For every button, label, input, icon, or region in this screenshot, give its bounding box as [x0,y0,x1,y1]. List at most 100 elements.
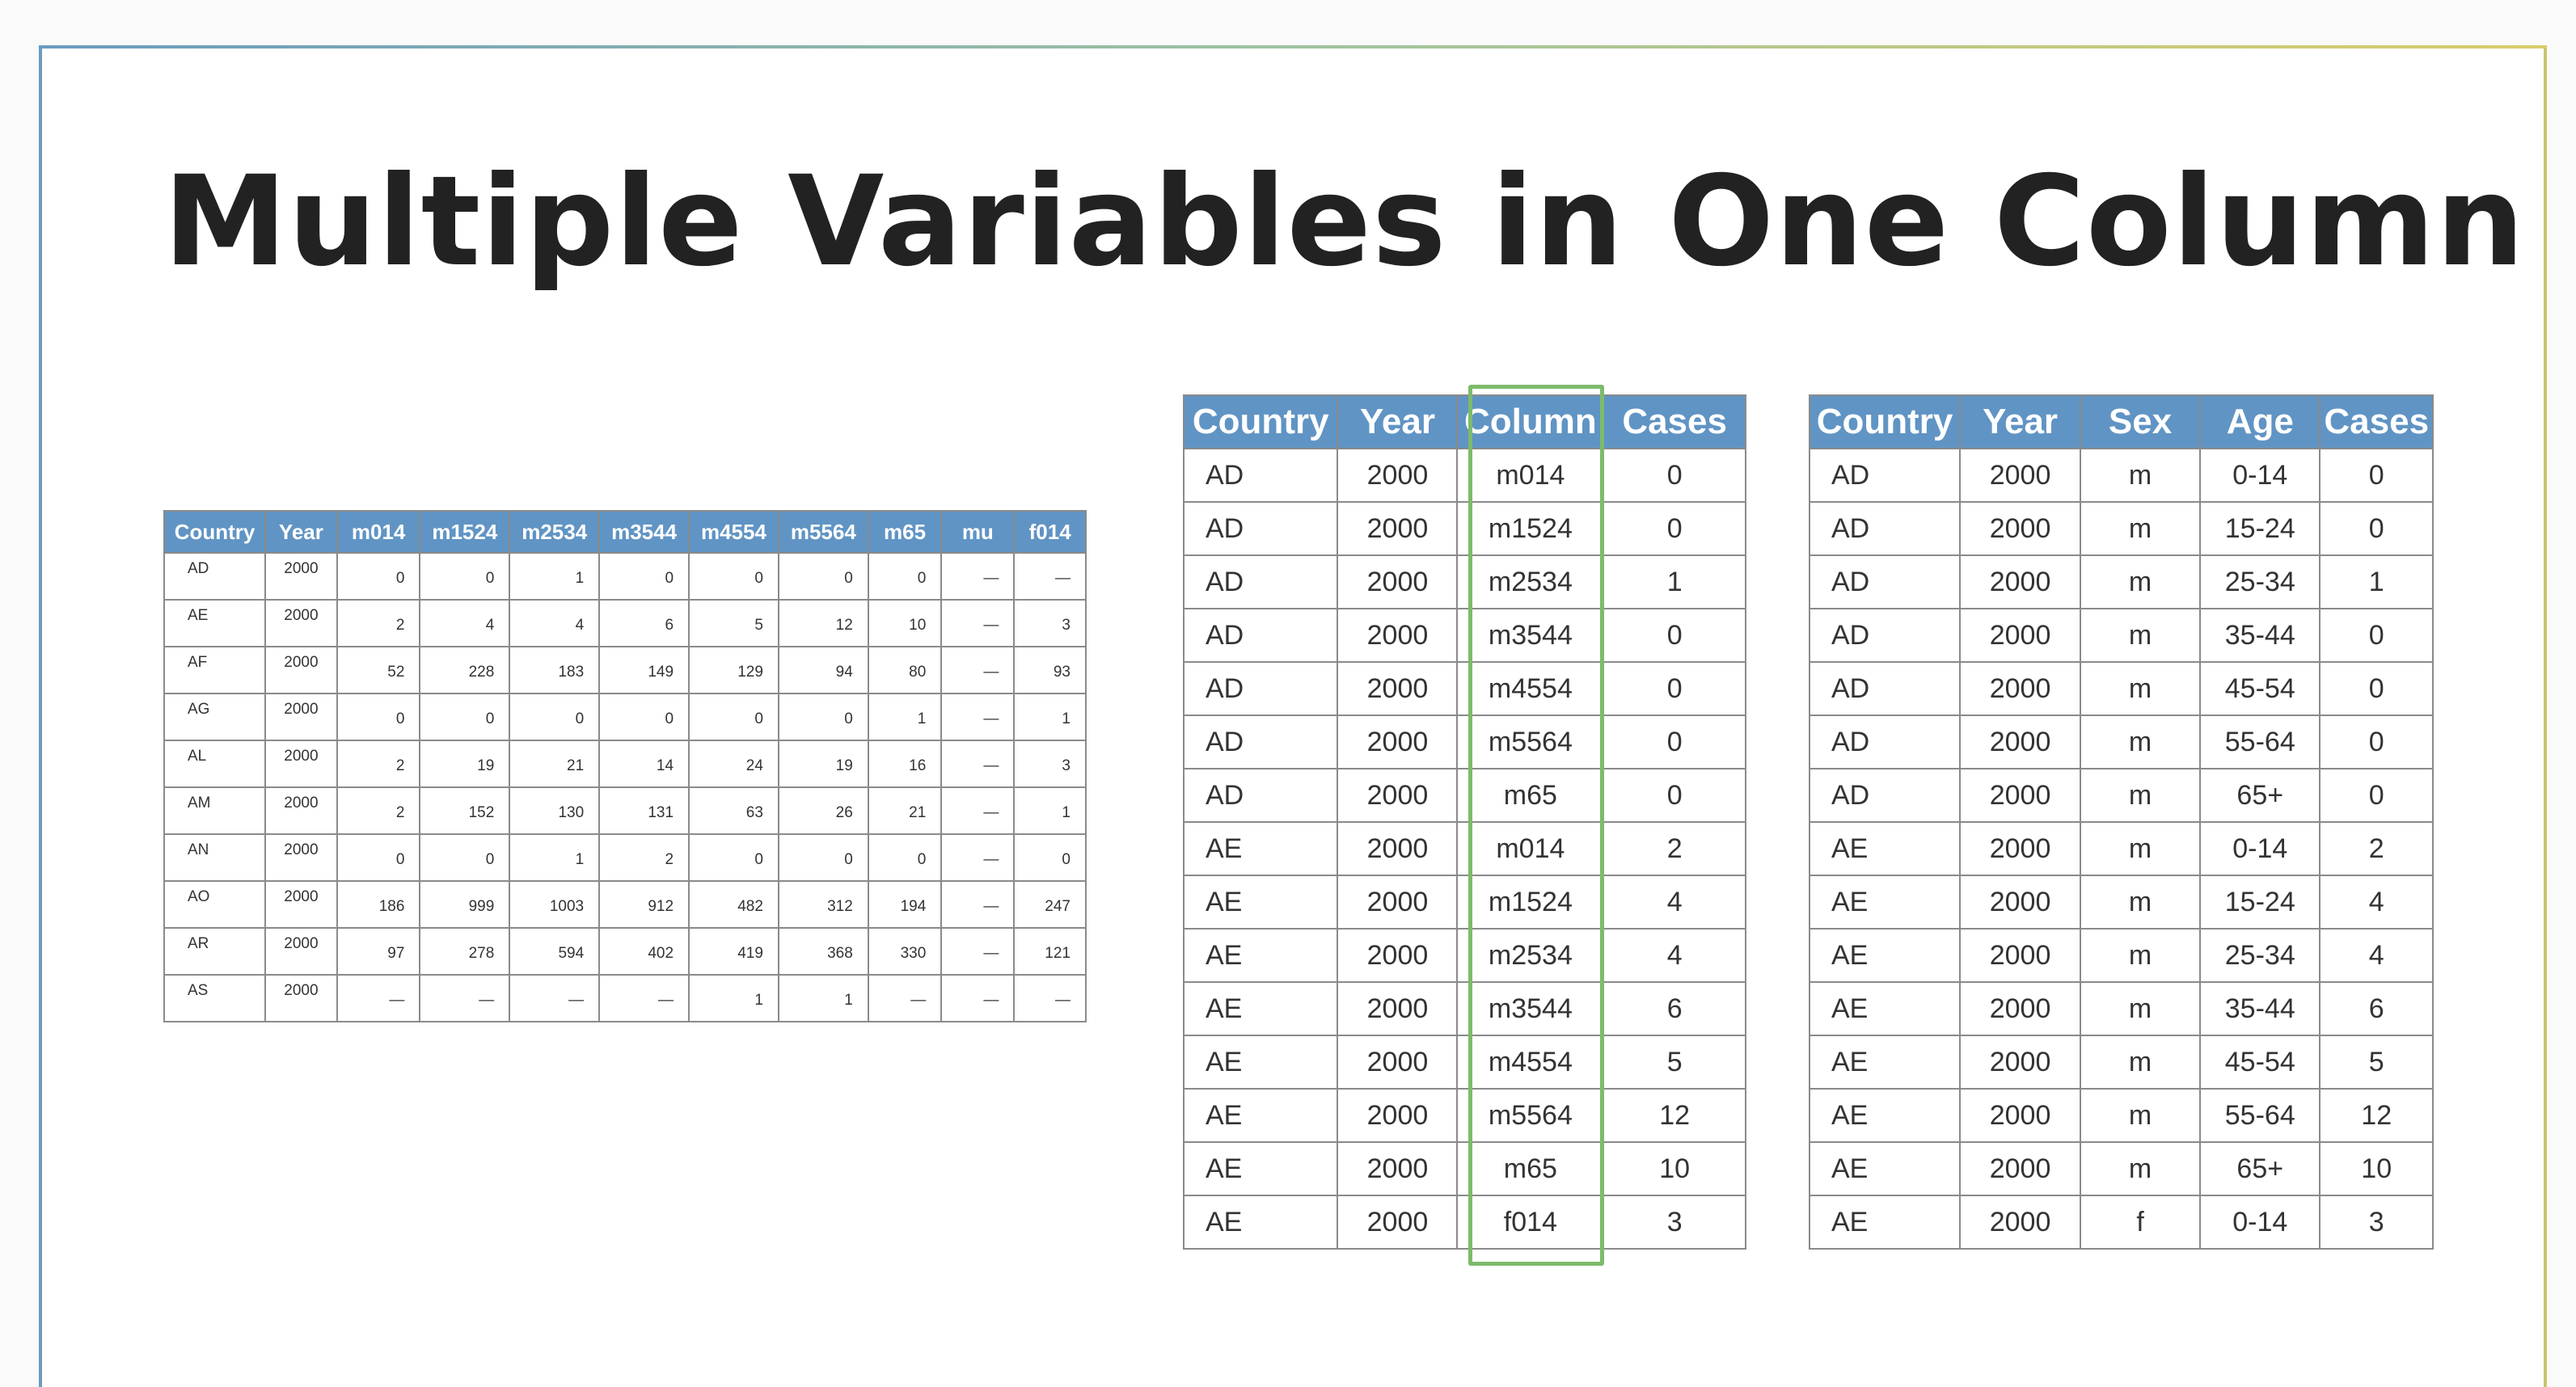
table-cell: 2000 [264,880,338,929]
table-row: AE 2000 m014 2 [1182,821,1746,876]
table-cell: — [940,974,1016,1022]
table-cell: 10 [1603,1141,1746,1196]
table-cell: 1 [2319,554,2434,609]
table-cell: 228 [419,646,511,694]
table-cell: 2000 [1959,1141,2081,1196]
table-cell: 0 [598,552,690,601]
table-row: AE 2000 m 15-24 4 [1808,875,2434,930]
table-row: AF 2000 52 228 183 149 129 94 80—93 [163,646,1087,694]
table-cell: m1524 [1456,875,1605,930]
table-cell: — [940,552,1016,601]
table-cell: AR [163,927,267,976]
table-cell: 2000 [1337,608,1459,663]
table-cell: 0 [777,693,869,741]
column-header: m4554 [688,510,779,554]
table-cell: 0 [688,693,779,741]
table-cell: AD [1182,768,1339,823]
table-cell: 0-14 [2199,1195,2321,1250]
table-row: AR 2000 97 278 594 402 419 368 330—121 [163,927,1087,976]
table-cell: 2000 [1337,928,1459,983]
table-cell: 0 [1603,715,1746,769]
column-header: m1524 [419,510,511,554]
table-cell: 2000 [1959,608,2081,663]
table-cell: 6 [1603,981,1746,1036]
table-cell: 0 [598,693,690,741]
table-cell: 2000 [1337,821,1459,876]
table-cell: 0 [509,693,601,741]
table-cell: 0-14 [2199,448,2321,503]
table-cell: — [940,599,1016,647]
table-cell: m [2079,715,2202,769]
table-cell: 45-54 [2199,661,2321,716]
table-cell: 6 [2319,981,2434,1036]
table-cell: 419 [688,927,779,976]
table-cell: 186 [336,880,421,929]
table-cell: 93 [1013,646,1087,694]
table-cell: 2 [336,740,421,788]
table-cell: AE [1182,1088,1339,1143]
tidy-table: Country Year Sex Age Cases AD 2000 m 0-14 0 AD 200… [1808,394,2434,1250]
table-row: AD 2000 m 25-34 1 [1808,554,2434,609]
table-cell: m [2079,501,2202,556]
table-cell: 97 [336,927,421,976]
table-cell: 130 [509,786,601,835]
table-cell: 2000 [1337,661,1459,716]
table-cell: 0 [336,833,421,882]
table-cell: — [940,693,1016,741]
table-cell: 1 [867,693,943,741]
table-cell: AD [1182,661,1339,716]
table-cell: AD [1182,715,1339,769]
table-cell: 19 [777,740,869,788]
table-cell: 4 [509,599,601,647]
column-header: f014 [1013,510,1087,554]
table-cell: 0 [1603,448,1746,503]
table-cell: 1 [509,833,601,882]
table-cell: 2000 [264,740,338,788]
table-cell: AD [1808,715,1962,769]
table-cell: 15-24 [2199,501,2321,556]
table-cell: 2000 [1337,981,1459,1036]
table-cell: m2534 [1456,928,1605,983]
table-cell: 0 [1013,833,1087,882]
table-row: AE 2000 m 0-14 2 [1808,821,2434,876]
table-cell: AE [1182,1141,1339,1196]
table-cell: m [2079,981,2202,1036]
table-cell: 3 [1013,740,1087,788]
table-cell: 12 [1603,1088,1746,1143]
table-cell: 2000 [1959,1035,2081,1090]
table-row: AD 2000 m 65+ 0 [1808,768,2434,823]
table-cell: 2000 [1337,1141,1459,1196]
table-cell: 2000 [1337,501,1459,556]
table-row: AO 2000 186 999 1003 912 482 312 194—247 [163,880,1087,929]
table-row: AL 2000 2 19 21 14 24 19 16—3 [163,740,1087,788]
table-cell: 10 [867,599,943,647]
column-header: Cases [1603,394,1746,449]
table-cell: 0 [2319,768,2434,823]
table-header-row: Country Year m014 m1524 m2534 m3544 m4554 m5564… [163,510,1087,554]
table-cell: m [2079,821,2202,876]
table-cell: — [940,786,1016,835]
table-row: AE 2000 f014 3 [1182,1195,1746,1250]
table-cell: 3 [2319,1195,2434,1250]
table-cell: m [2079,1141,2202,1196]
table-cell: 4 [2319,875,2434,930]
table-cell: 152 [419,786,511,835]
table-cell: m65 [1456,768,1605,823]
table-cell: 2 [336,786,421,835]
table-cell: 35-44 [2199,608,2321,663]
column-header: Column [1456,394,1605,449]
column-header: m3544 [598,510,690,554]
column-header: Cases [2319,394,2434,449]
table-cell: 2000 [1959,661,2081,716]
table-cell: m4554 [1456,661,1605,716]
table-cell: 0 [1603,661,1746,716]
column-header: m5564 [777,510,869,554]
table-cell: 2000 [264,786,338,835]
table-cell: 2000 [1959,875,2081,930]
table-cell: 2 [2319,821,2434,876]
table-cell: 2 [1603,821,1746,876]
table-cell: 6 [598,599,690,647]
column-header: Sex [2079,394,2202,449]
table-cell: 2000 [1959,448,2081,503]
wide-table: Country Year m014 m1524 m2534 m3544 m4554 m5564… [163,510,1087,1022]
